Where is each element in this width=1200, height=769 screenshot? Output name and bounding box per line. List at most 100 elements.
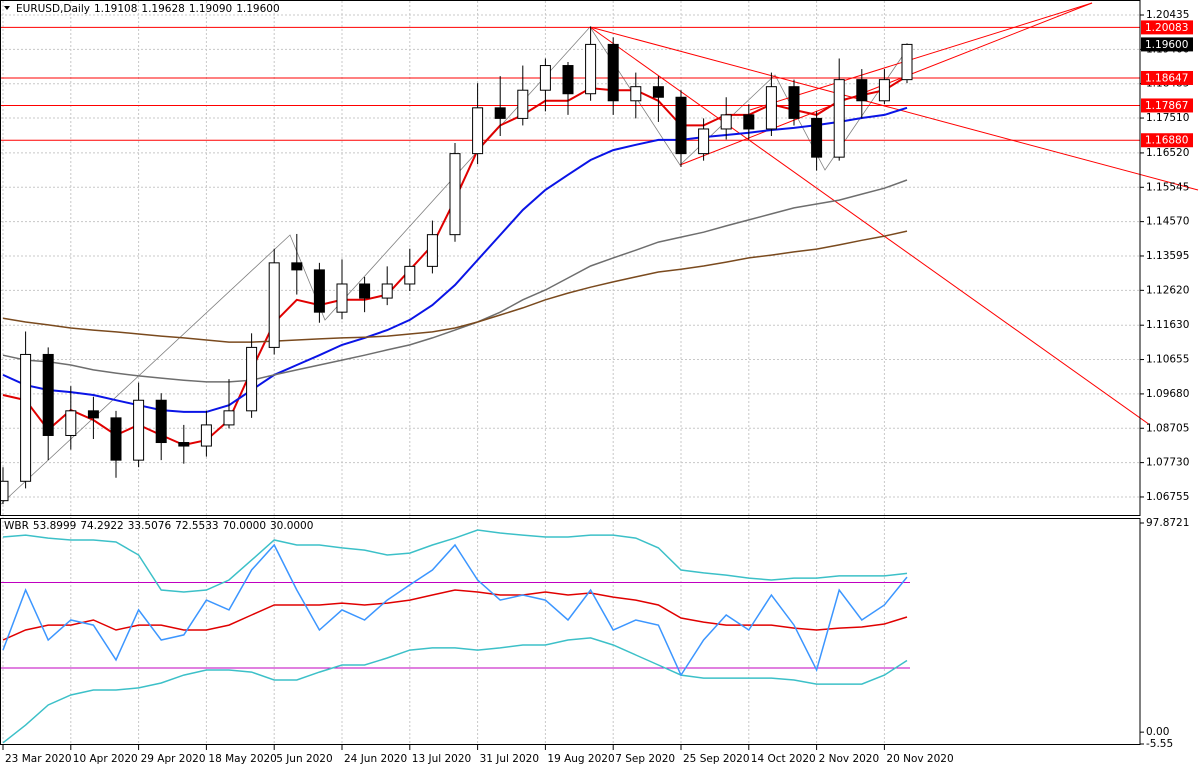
candle-body xyxy=(404,265,416,285)
y-tick-label: 1.20435 xyxy=(1146,9,1189,21)
indicator-line xyxy=(2,637,908,744)
candle-body xyxy=(472,107,484,155)
indicator-line xyxy=(2,230,908,343)
indicator-name: WBR xyxy=(4,520,29,532)
indicator-line xyxy=(2,529,908,593)
candle-body xyxy=(426,234,438,267)
candle-body xyxy=(223,410,235,426)
candle-body xyxy=(630,86,642,102)
candle-body xyxy=(652,86,664,98)
price-box xyxy=(1141,37,1193,52)
candle-body xyxy=(765,86,777,130)
x-tick-label: 19 Aug 2020 xyxy=(547,753,614,765)
y-tick-label: 1.11630 xyxy=(1146,319,1189,331)
y-tick-label: 1.07730 xyxy=(1146,457,1189,469)
candle-body xyxy=(743,114,755,130)
x-tick-label: 5 Jun 2020 xyxy=(276,753,332,765)
candle-body xyxy=(87,410,99,419)
header-arrow xyxy=(4,6,10,10)
y-tick-label: 1.08705 xyxy=(1146,422,1189,434)
candle-body xyxy=(65,410,77,436)
open: 1.19108 xyxy=(94,3,137,15)
candle-body xyxy=(539,65,551,91)
trend-line xyxy=(749,2,1093,111)
x-tick-label: 23 Mar 2020 xyxy=(5,753,72,765)
y-tick-label: 1.09680 xyxy=(1146,388,1189,400)
indicator-line xyxy=(2,179,908,383)
candle-body xyxy=(336,283,348,313)
x-tick-label: 29 Apr 2020 xyxy=(141,753,206,765)
close: 1.19600 xyxy=(236,3,279,15)
grid-layer xyxy=(1,1,1140,744)
indicator-value: 72.5533 xyxy=(175,520,218,532)
y-tick-label: 0.00 xyxy=(1146,726,1169,738)
price-box xyxy=(1141,98,1193,113)
candle-body xyxy=(110,417,122,461)
trend-line xyxy=(589,26,1199,191)
candle-body xyxy=(200,424,212,447)
candle-body xyxy=(833,79,845,158)
candle-body xyxy=(607,43,619,102)
candle-body xyxy=(178,442,190,447)
candle-body xyxy=(562,65,574,95)
main-layer xyxy=(0,26,1140,744)
indicator-line xyxy=(2,589,908,641)
indicator-value: 53.8999 xyxy=(33,520,76,532)
y-tick-label: -5.55 xyxy=(1146,738,1173,750)
indicator-header: WBR 53.8999 74.2922 33.5076 72.5533 70.0000 30… xyxy=(4,520,313,532)
indicator-value: 33.5076 xyxy=(128,520,172,532)
y-tick-label: 97.8721 xyxy=(1146,517,1189,529)
candle-body xyxy=(811,117,823,158)
price-box-label: 1.18647 xyxy=(1145,72,1188,84)
x-tick-label: 13 Jul 2020 xyxy=(412,753,471,765)
x-tick-label: 25 Sep 2020 xyxy=(683,753,750,765)
x-tick-label: 14 Oct 2020 xyxy=(751,753,816,765)
indicator-value: 74.2922 xyxy=(80,520,123,532)
price-box xyxy=(1141,133,1193,148)
indicator-value: 70.0000 xyxy=(223,520,266,532)
low: 1.19090 xyxy=(189,3,232,15)
candle-body xyxy=(675,96,687,155)
price-box-label: 1.19600 xyxy=(1145,39,1188,51)
price-box-label: 1.20083 xyxy=(1145,22,1188,34)
candle-body xyxy=(155,399,167,444)
x-tick-label: 20 Nov 2020 xyxy=(886,753,953,765)
y-tick-label: 1.15545 xyxy=(1146,181,1189,193)
price-box xyxy=(1141,70,1193,85)
y-tick-label: 1.12620 xyxy=(1146,284,1189,296)
y-tick-label: 1.10655 xyxy=(1146,354,1189,366)
candle-body xyxy=(698,128,710,155)
candle-body xyxy=(856,79,868,102)
x-tick-label: 31 Jul 2020 xyxy=(480,753,539,765)
y-tick-label: 1.17510 xyxy=(1146,112,1189,124)
price-box-label: 1.17867 xyxy=(1145,100,1188,112)
symbol: EURUSD,Daily xyxy=(16,3,90,15)
candle-body xyxy=(20,353,32,482)
trend-line xyxy=(589,26,1151,426)
price-box xyxy=(1141,20,1193,35)
candle-body xyxy=(0,480,9,502)
price-box-label: 1.16880 xyxy=(1145,135,1188,147)
candle-body xyxy=(42,353,54,436)
indicator-line xyxy=(2,543,908,677)
indicator-frame xyxy=(0,518,1141,745)
indicator-value: 30.0000 xyxy=(270,520,313,532)
candle-body xyxy=(313,269,325,313)
chart-header: EURUSD,Daily 1.19108 1.19628 1.19090 1.19600 xyxy=(16,3,280,15)
candle-body xyxy=(133,399,145,461)
high: 1.19628 xyxy=(141,3,184,15)
candle-body xyxy=(494,107,506,119)
candle-body xyxy=(359,283,371,299)
y-tick-label: 1.06755 xyxy=(1146,491,1189,503)
candle-body xyxy=(788,86,800,119)
x-tick-label: 7 Sep 2020 xyxy=(615,753,675,765)
candle-body xyxy=(291,262,303,271)
candle-body xyxy=(449,153,461,236)
candle-body xyxy=(381,283,393,299)
indicator-line xyxy=(2,106,908,413)
candle-body xyxy=(901,43,913,81)
